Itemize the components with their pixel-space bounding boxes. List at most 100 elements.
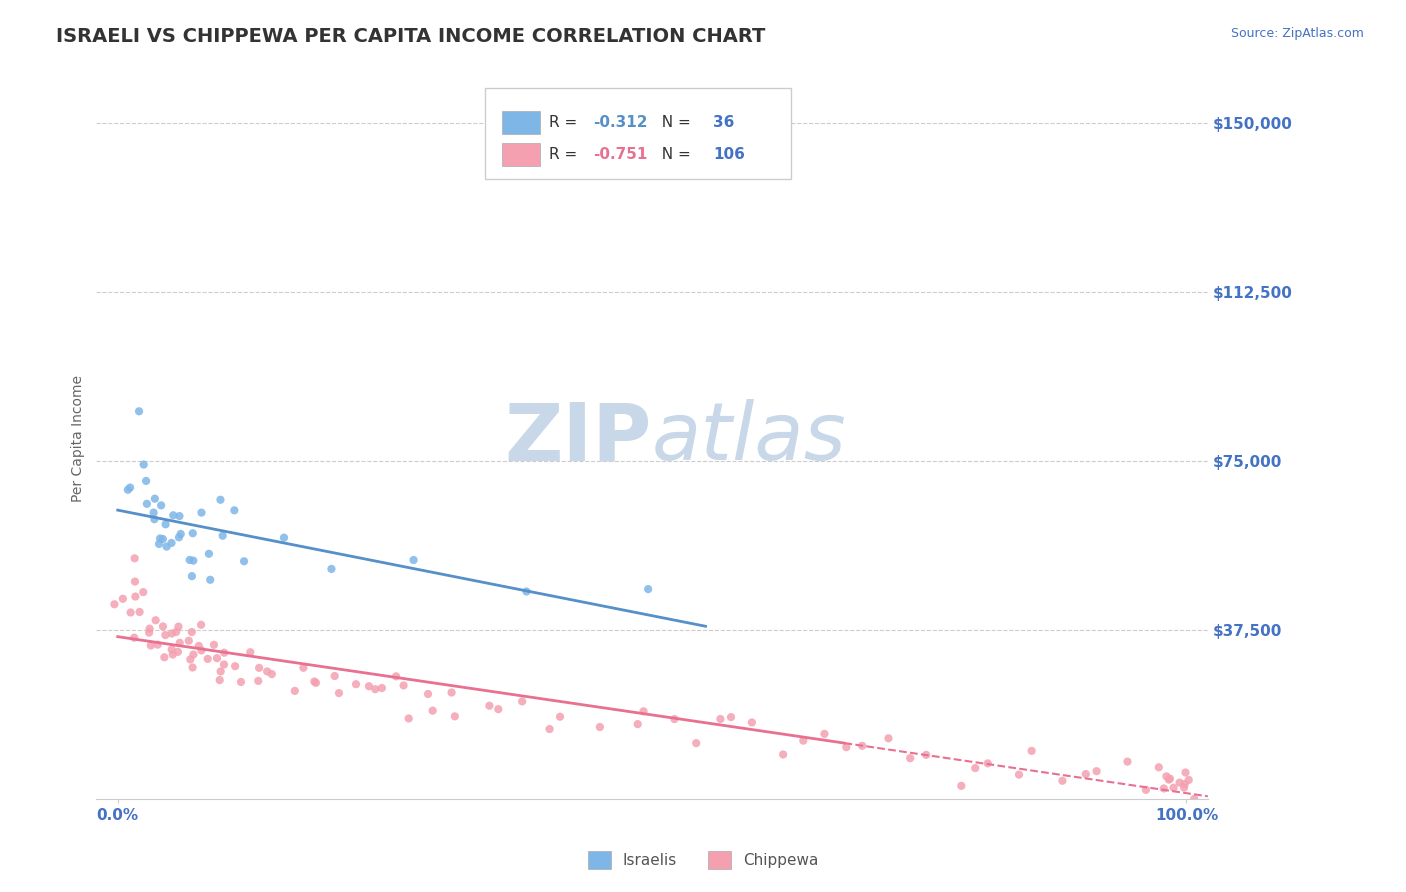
- Text: 106: 106: [713, 147, 745, 162]
- Point: [155, 517, 177, 532]
- Y-axis label: Per Capita Income: Per Capita Income: [72, 375, 86, 502]
- Text: 36: 36: [713, 115, 734, 129]
- Point: [813, 727, 835, 741]
- Point: [197, 652, 219, 666]
- Point: [212, 657, 235, 672]
- Point: [772, 747, 794, 762]
- Point: [211, 529, 233, 543]
- Point: [180, 625, 202, 640]
- Point: [111, 591, 134, 606]
- Point: [120, 481, 142, 495]
- Point: [1168, 775, 1191, 789]
- Point: [321, 562, 343, 576]
- Point: [177, 633, 200, 648]
- Point: [138, 625, 160, 640]
- Point: [239, 645, 262, 659]
- Point: [124, 551, 146, 566]
- Point: [1052, 773, 1074, 788]
- Point: [364, 682, 387, 697]
- Point: [792, 733, 814, 747]
- Point: [120, 606, 142, 620]
- Point: [548, 710, 571, 724]
- Legend: Israelis, Chippewa: Israelis, Chippewa: [582, 845, 824, 875]
- Point: [224, 659, 246, 673]
- Point: [950, 779, 973, 793]
- Point: [398, 711, 420, 725]
- Point: [122, 631, 145, 645]
- Text: R =: R =: [548, 115, 582, 129]
- Point: [443, 709, 465, 723]
- Point: [835, 740, 858, 755]
- Point: [135, 474, 157, 488]
- Point: [422, 704, 444, 718]
- Point: [685, 736, 707, 750]
- Point: [1174, 765, 1197, 780]
- Point: [486, 702, 509, 716]
- Point: [187, 639, 209, 653]
- Point: [1157, 772, 1180, 787]
- Point: [1163, 780, 1185, 795]
- Point: [167, 619, 190, 633]
- Point: [328, 686, 350, 700]
- Point: [181, 526, 204, 541]
- Point: [1147, 760, 1170, 774]
- Point: [139, 639, 162, 653]
- Point: [1153, 781, 1175, 796]
- Point: [181, 553, 204, 567]
- Text: Source: ZipAtlas.com: Source: ZipAtlas.com: [1230, 27, 1364, 40]
- Point: [169, 636, 191, 650]
- Point: [155, 540, 177, 554]
- Point: [205, 651, 228, 665]
- Point: [152, 619, 174, 633]
- Point: [284, 684, 307, 698]
- Point: [898, 751, 921, 765]
- Text: R =: R =: [548, 147, 582, 162]
- Point: [478, 698, 501, 713]
- Point: [150, 499, 173, 513]
- Point: [148, 537, 170, 551]
- Point: [1008, 767, 1031, 781]
- Point: [128, 404, 150, 418]
- Point: [1074, 767, 1097, 781]
- Point: [977, 756, 1000, 771]
- Point: [169, 509, 191, 524]
- Point: [146, 638, 169, 652]
- Point: [247, 673, 270, 688]
- Point: [160, 626, 183, 640]
- Point: [247, 661, 270, 675]
- Text: atlas: atlas: [652, 400, 846, 477]
- Point: [179, 553, 201, 567]
- Point: [385, 669, 408, 683]
- Point: [198, 547, 221, 561]
- Point: [152, 532, 174, 546]
- Point: [392, 678, 415, 692]
- Point: [357, 679, 380, 693]
- Point: [256, 665, 278, 679]
- Point: [292, 661, 315, 675]
- Point: [229, 675, 252, 690]
- Point: [965, 761, 987, 775]
- Point: [160, 536, 183, 550]
- Point: [132, 585, 155, 599]
- Point: [1156, 769, 1178, 783]
- Point: [1182, 792, 1205, 806]
- Point: [190, 643, 212, 657]
- Point: [851, 739, 873, 753]
- Point: [208, 673, 231, 687]
- Point: [1116, 755, 1139, 769]
- Text: -0.312: -0.312: [593, 115, 648, 129]
- Point: [637, 582, 659, 596]
- Point: [304, 674, 326, 689]
- FancyBboxPatch shape: [485, 88, 792, 178]
- Point: [709, 712, 731, 726]
- Point: [117, 483, 139, 497]
- Point: [260, 667, 283, 681]
- Point: [170, 527, 193, 541]
- Point: [128, 605, 150, 619]
- Point: [440, 685, 463, 699]
- Point: [402, 553, 425, 567]
- Point: [627, 717, 650, 731]
- Point: [510, 694, 533, 708]
- Point: [633, 704, 655, 718]
- Point: [181, 660, 204, 674]
